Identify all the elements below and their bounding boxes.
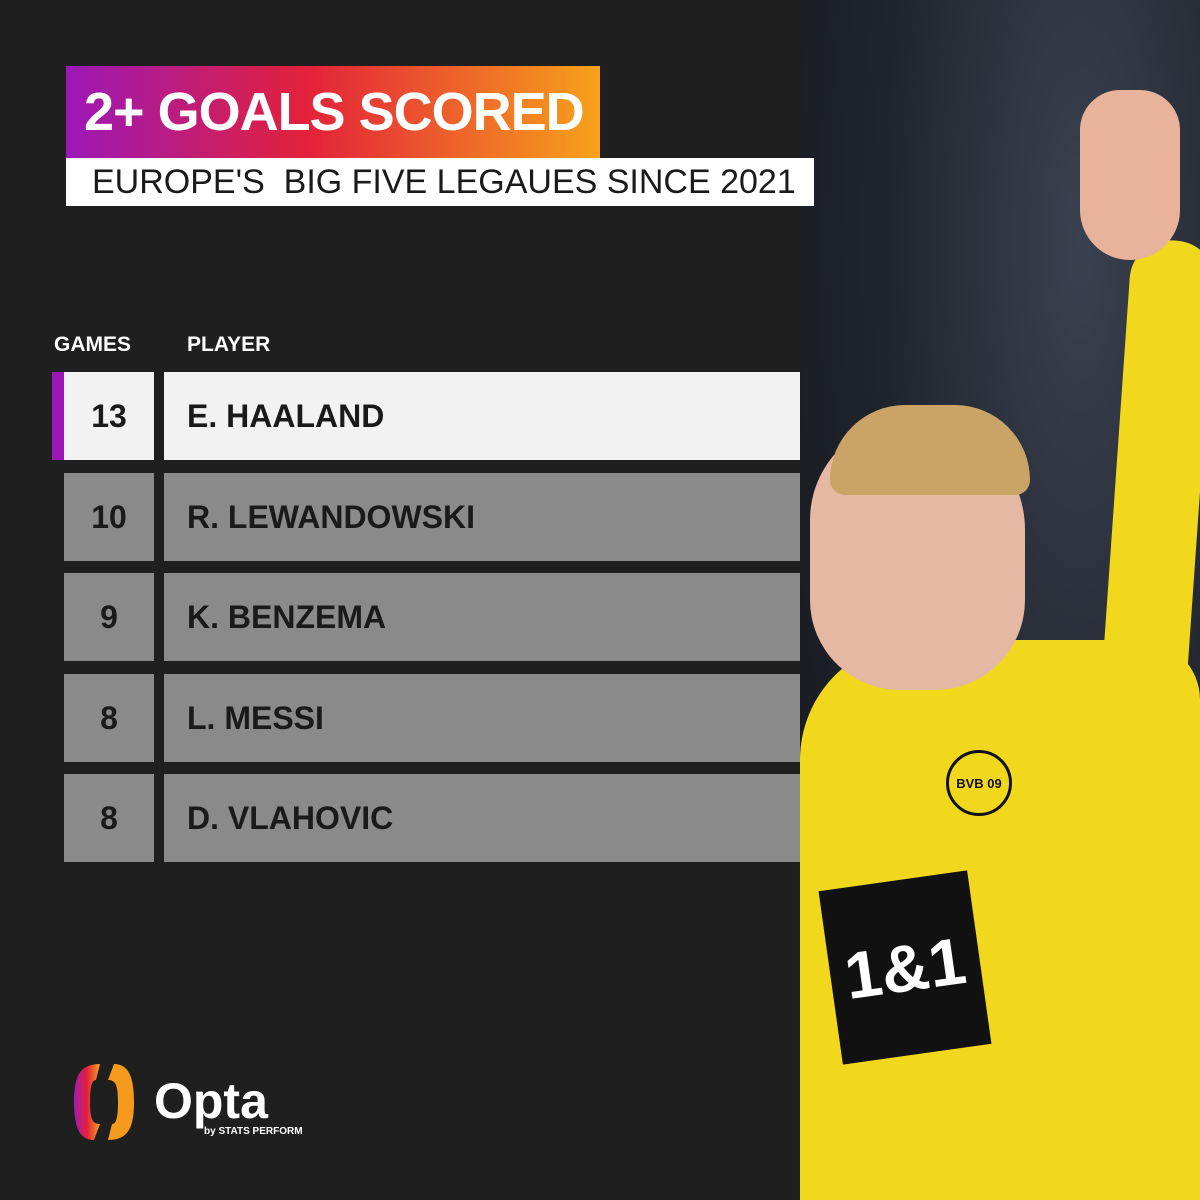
games-cell: 13 bbox=[64, 372, 154, 460]
club-badge: BVB 09 bbox=[946, 750, 1012, 816]
pointing-hand bbox=[1080, 90, 1180, 260]
player-cell: K. BENZEMA bbox=[164, 573, 800, 661]
player-cell: R. LEWANDOWSKI bbox=[164, 472, 800, 561]
player-cell: D. VLAHOVIC bbox=[164, 774, 800, 862]
header-player: PLAYER bbox=[187, 333, 271, 356]
player-cell: L. MESSI bbox=[164, 673, 800, 762]
opta-tagline: by STATS PERFORM bbox=[204, 1126, 303, 1137]
table-row: 9 K. BENZEMA bbox=[52, 573, 800, 661]
player-hair bbox=[830, 405, 1030, 495]
table-row: 10 R. LEWANDOWSKI bbox=[52, 472, 800, 561]
subtitle-banner: EUROPE'S BIG FIVE LEGAUES SINCE 2021 bbox=[66, 158, 814, 206]
title-banner: 2+ GOALS SCORED bbox=[66, 66, 600, 158]
games-cell: 10 bbox=[64, 472, 154, 561]
opta-logo-icon bbox=[74, 1064, 134, 1140]
player-photo: BVB 09 1&1 bbox=[800, 0, 1200, 1200]
sponsor-logo: 1&1 bbox=[818, 870, 992, 1065]
subtitle: EUROPE'S BIG FIVE LEGAUES SINCE 2021 bbox=[92, 163, 796, 201]
opta-wordmark: Opta bbox=[154, 1073, 268, 1129]
table-row: 8 D. VLAHOVIC bbox=[52, 774, 800, 862]
header-games: GAMES bbox=[54, 333, 132, 356]
title: 2+ GOALS SCORED bbox=[84, 82, 585, 142]
table-row: 13 E. HAALAND bbox=[52, 372, 800, 460]
games-cell: 9 bbox=[64, 573, 154, 661]
games-cell: 8 bbox=[64, 774, 154, 862]
games-cell: 8 bbox=[64, 673, 154, 762]
player-cell: E. HAALAND bbox=[164, 372, 800, 460]
highlight-accent bbox=[52, 372, 64, 460]
table-row: 8 L. MESSI bbox=[52, 673, 800, 762]
